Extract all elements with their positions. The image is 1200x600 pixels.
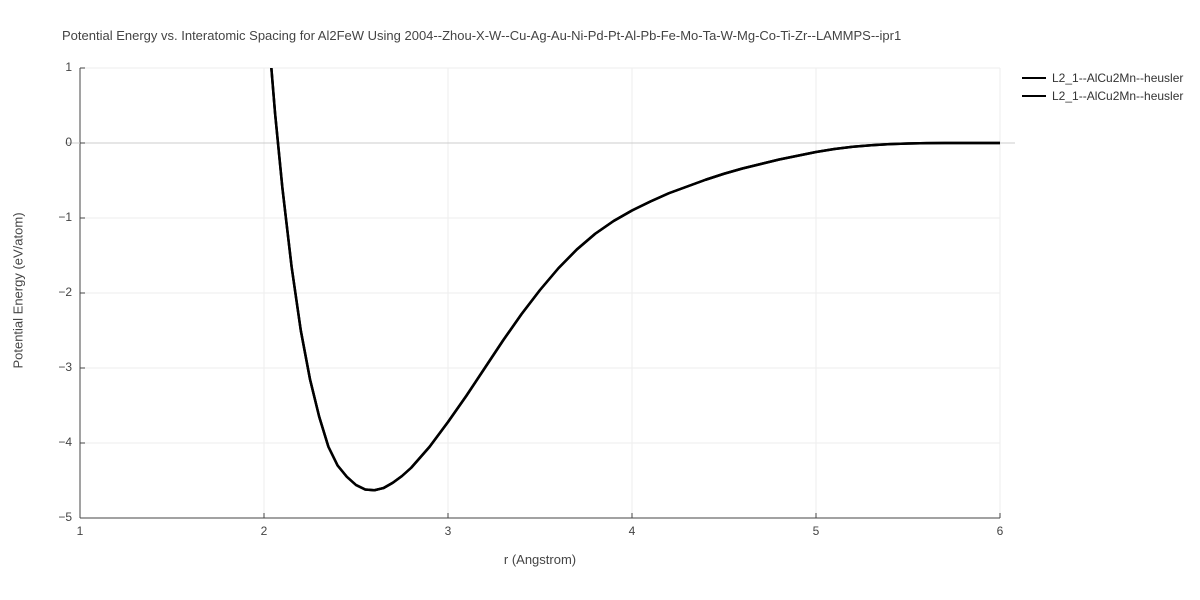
x-tick-label: 4 xyxy=(617,524,647,538)
x-tick-label: 5 xyxy=(801,524,831,538)
x-tick-label: 3 xyxy=(433,524,463,538)
plot-svg xyxy=(80,68,1000,518)
legend-item[interactable]: L2_1--AlCu2Mn--heusler xyxy=(1022,88,1183,104)
y-tick-label: −1 xyxy=(58,210,72,224)
plot-area xyxy=(80,68,1000,518)
legend-swatch xyxy=(1022,77,1046,79)
legend-label: L2_1--AlCu2Mn--heusler xyxy=(1052,88,1183,104)
x-tick-label: 1 xyxy=(65,524,95,538)
y-tick-label: 0 xyxy=(65,135,72,149)
legend-swatch xyxy=(1022,95,1046,97)
y-tick-label: 1 xyxy=(65,60,72,74)
legend-item[interactable]: L2_1--AlCu2Mn--heusler xyxy=(1022,70,1183,86)
legend-label: L2_1--AlCu2Mn--heusler xyxy=(1052,70,1183,86)
legend: L2_1--AlCu2Mn--heusler L2_1--AlCu2Mn--heu… xyxy=(1022,70,1183,106)
x-axis-label: r (Angstrom) xyxy=(460,552,620,567)
y-tick-label: −3 xyxy=(58,360,72,374)
x-tick-label: 2 xyxy=(249,524,279,538)
y-tick-label: −5 xyxy=(58,510,72,524)
y-tick-label: −2 xyxy=(58,285,72,299)
chart-title: Potential Energy vs. Interatomic Spacing… xyxy=(62,28,901,43)
x-tick-label: 6 xyxy=(985,524,1015,538)
chart-container: Potential Energy vs. Interatomic Spacing… xyxy=(0,0,1200,600)
y-axis-label: Potential Energy (eV/atom) xyxy=(11,211,26,371)
y-tick-label: −4 xyxy=(58,435,72,449)
